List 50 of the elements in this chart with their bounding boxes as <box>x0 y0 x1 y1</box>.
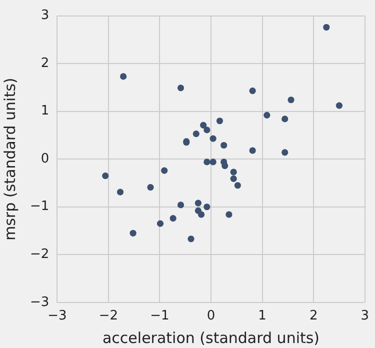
point <box>234 182 241 189</box>
point <box>177 202 184 208</box>
point <box>120 73 127 80</box>
point <box>336 102 343 109</box>
x-tick-label: 2 <box>309 308 318 324</box>
point <box>194 200 202 206</box>
point <box>222 162 228 170</box>
point <box>220 142 228 149</box>
point <box>161 167 168 174</box>
point <box>230 168 237 176</box>
y-tick-label: −1 <box>30 199 50 214</box>
y-tick-label: 2 <box>40 56 50 71</box>
point <box>147 184 154 191</box>
point <box>116 188 124 196</box>
point <box>192 130 200 138</box>
x-tick-label: −2 <box>98 308 118 324</box>
y-tick-label: 0 <box>40 151 50 166</box>
point <box>156 220 164 227</box>
point <box>198 211 205 218</box>
point <box>226 211 232 218</box>
y-tick-label: −3 <box>30 294 50 310</box>
point <box>204 158 210 166</box>
point <box>323 24 330 31</box>
x-tick-label: 0 <box>206 308 216 324</box>
y-tick-label: −2 <box>30 247 50 262</box>
point <box>210 158 216 166</box>
point <box>264 112 270 118</box>
point <box>204 204 210 210</box>
x-axis-title: acceleration (standard units) <box>102 328 320 347</box>
point <box>204 126 210 134</box>
point <box>170 215 176 222</box>
point <box>177 84 184 92</box>
y-tick-label: 1 <box>40 104 50 119</box>
point <box>288 96 294 104</box>
x-tick-label: 1 <box>258 308 266 324</box>
point <box>282 116 288 122</box>
x-tick-label: −1 <box>150 308 170 324</box>
y-tick-label: 3 <box>40 8 50 24</box>
point <box>102 172 109 180</box>
point <box>249 87 256 94</box>
point <box>200 122 207 128</box>
point <box>216 118 224 124</box>
x-tick-label: 3 <box>360 308 370 324</box>
point <box>188 236 194 242</box>
point <box>130 230 136 236</box>
point <box>282 149 288 156</box>
point <box>230 175 237 182</box>
point <box>210 135 216 142</box>
y-axis-title: msrp (standard units) <box>0 78 19 240</box>
point <box>249 147 256 154</box>
